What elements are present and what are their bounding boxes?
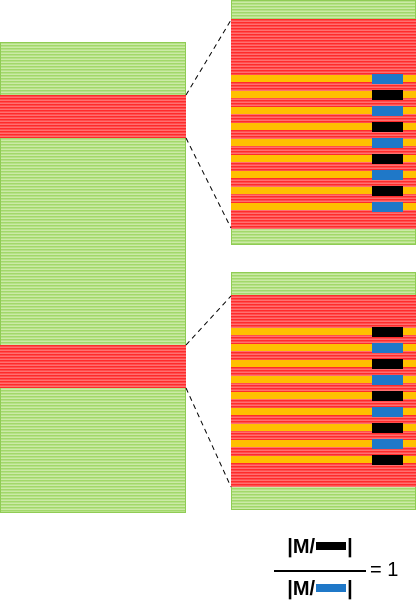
zoom-top-yellow-line xyxy=(231,187,416,194)
zoom-top-yellow-line xyxy=(231,123,416,130)
black-swatch-icon xyxy=(316,541,347,550)
zoom-top-yellow-line xyxy=(231,75,416,82)
zoom-panel-top xyxy=(231,0,416,245)
zoom-bottom-yellow-line xyxy=(231,408,416,415)
zoom-bottom-yellow-line xyxy=(231,424,416,431)
zoom-top-blue-marker xyxy=(372,201,403,212)
zoom-top-blue-marker xyxy=(372,137,403,148)
zoom-panel-bottom xyxy=(231,272,416,510)
zoom-top-yellow-line xyxy=(231,139,416,146)
formula-equals: = 1 xyxy=(370,559,399,581)
denominator-prefix: |M/ xyxy=(287,578,316,600)
zoom-top-red-region xyxy=(231,19,416,229)
zoom-top-blue-marker xyxy=(372,105,403,116)
zoom-top-yellow-line xyxy=(231,203,416,210)
zoom-top-black-marker xyxy=(372,185,403,196)
zoom-bottom-yellow-line xyxy=(231,376,416,383)
connector-bottom-lower xyxy=(185,387,232,488)
zoom-bottom-yellow-line xyxy=(231,344,416,351)
zoom-bottom-black-marker xyxy=(372,454,403,465)
formula-numerator: |M/ | xyxy=(280,536,360,559)
zoom-top-yellow-line xyxy=(231,107,416,114)
connector-bottom-upper xyxy=(185,295,232,346)
zoom-top-black-marker xyxy=(372,121,403,132)
zoom-bottom-yellow-line xyxy=(231,456,416,463)
zoom-bottom-red-region xyxy=(231,295,416,487)
denominator-suffix: | xyxy=(347,578,353,600)
zoom-top-yellow-line xyxy=(231,155,416,162)
connector-top-upper xyxy=(185,19,232,96)
zoom-bottom-black-marker xyxy=(372,390,403,401)
zoom-bottom-blue-marker xyxy=(372,438,403,449)
zoom-bottom-blue-marker xyxy=(372,342,403,353)
ratio-formula: |M/ | |M/ | = 1 xyxy=(270,532,410,602)
zoom-bottom-yellow-line xyxy=(231,392,416,399)
formula-denominator: |M/ | xyxy=(280,578,360,601)
zoom-bottom-yellow-line xyxy=(231,440,416,447)
zoom-top-yellow-line xyxy=(231,171,416,178)
numerator-prefix: |M/ xyxy=(287,536,316,558)
zoom-bottom-yellow-line xyxy=(231,360,416,367)
numerator-suffix: | xyxy=(347,536,353,558)
blue-swatch-icon xyxy=(316,583,347,592)
zoom-top-blue-marker xyxy=(372,73,403,84)
zoom-top-black-marker xyxy=(372,153,403,164)
red-band-bottom xyxy=(0,345,186,388)
fraction-bar xyxy=(274,570,366,572)
red-band-top xyxy=(0,95,186,138)
main-stack xyxy=(0,42,186,513)
zoom-bottom-blue-marker xyxy=(372,374,403,385)
zoom-top-blue-marker xyxy=(372,169,403,180)
zoom-bottom-black-marker xyxy=(372,422,403,433)
zoom-bottom-black-marker xyxy=(372,358,403,369)
zoom-bottom-yellow-line xyxy=(231,328,416,335)
connector-top-lower xyxy=(185,137,232,229)
zoom-bottom-blue-marker xyxy=(372,406,403,417)
zoom-top-black-marker xyxy=(372,89,403,100)
zoom-top-yellow-line xyxy=(231,91,416,98)
zoom-bottom-black-marker xyxy=(372,326,403,337)
